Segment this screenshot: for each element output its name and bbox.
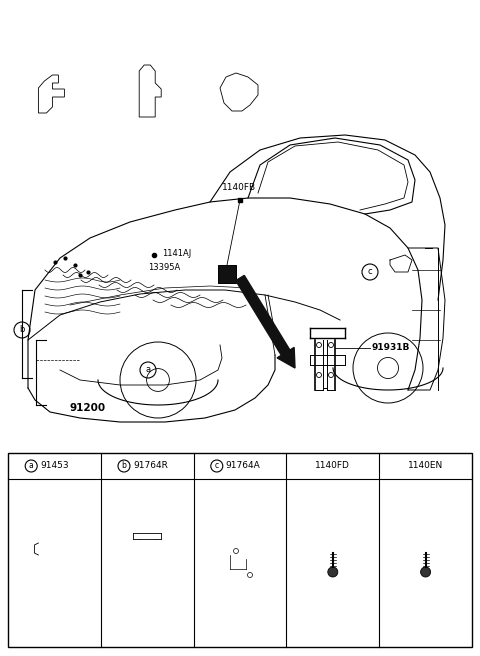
- Text: 1140EN: 1140EN: [408, 462, 443, 470]
- FancyArrow shape: [236, 276, 295, 368]
- Text: c: c: [215, 462, 219, 470]
- Text: b: b: [19, 325, 24, 335]
- Text: 91764A: 91764A: [226, 462, 261, 470]
- Bar: [8, 453, 472, 647]
- Circle shape: [420, 567, 431, 577]
- Text: c: c: [368, 268, 372, 276]
- Text: a: a: [29, 462, 34, 470]
- Text: 1141AJ: 1141AJ: [162, 249, 191, 258]
- Text: 91453: 91453: [40, 462, 69, 470]
- Text: 1140FB: 1140FB: [222, 183, 256, 192]
- Text: a: a: [145, 365, 151, 375]
- Circle shape: [328, 567, 338, 577]
- Text: 91200: 91200: [70, 403, 106, 413]
- Text: 91931B: 91931B: [372, 344, 410, 352]
- Text: 91764R: 91764R: [133, 462, 168, 470]
- Bar: [218, 265, 236, 283]
- Text: b: b: [121, 462, 126, 470]
- Text: 13395A: 13395A: [148, 264, 180, 272]
- Text: 1140FD: 1140FD: [315, 462, 350, 470]
